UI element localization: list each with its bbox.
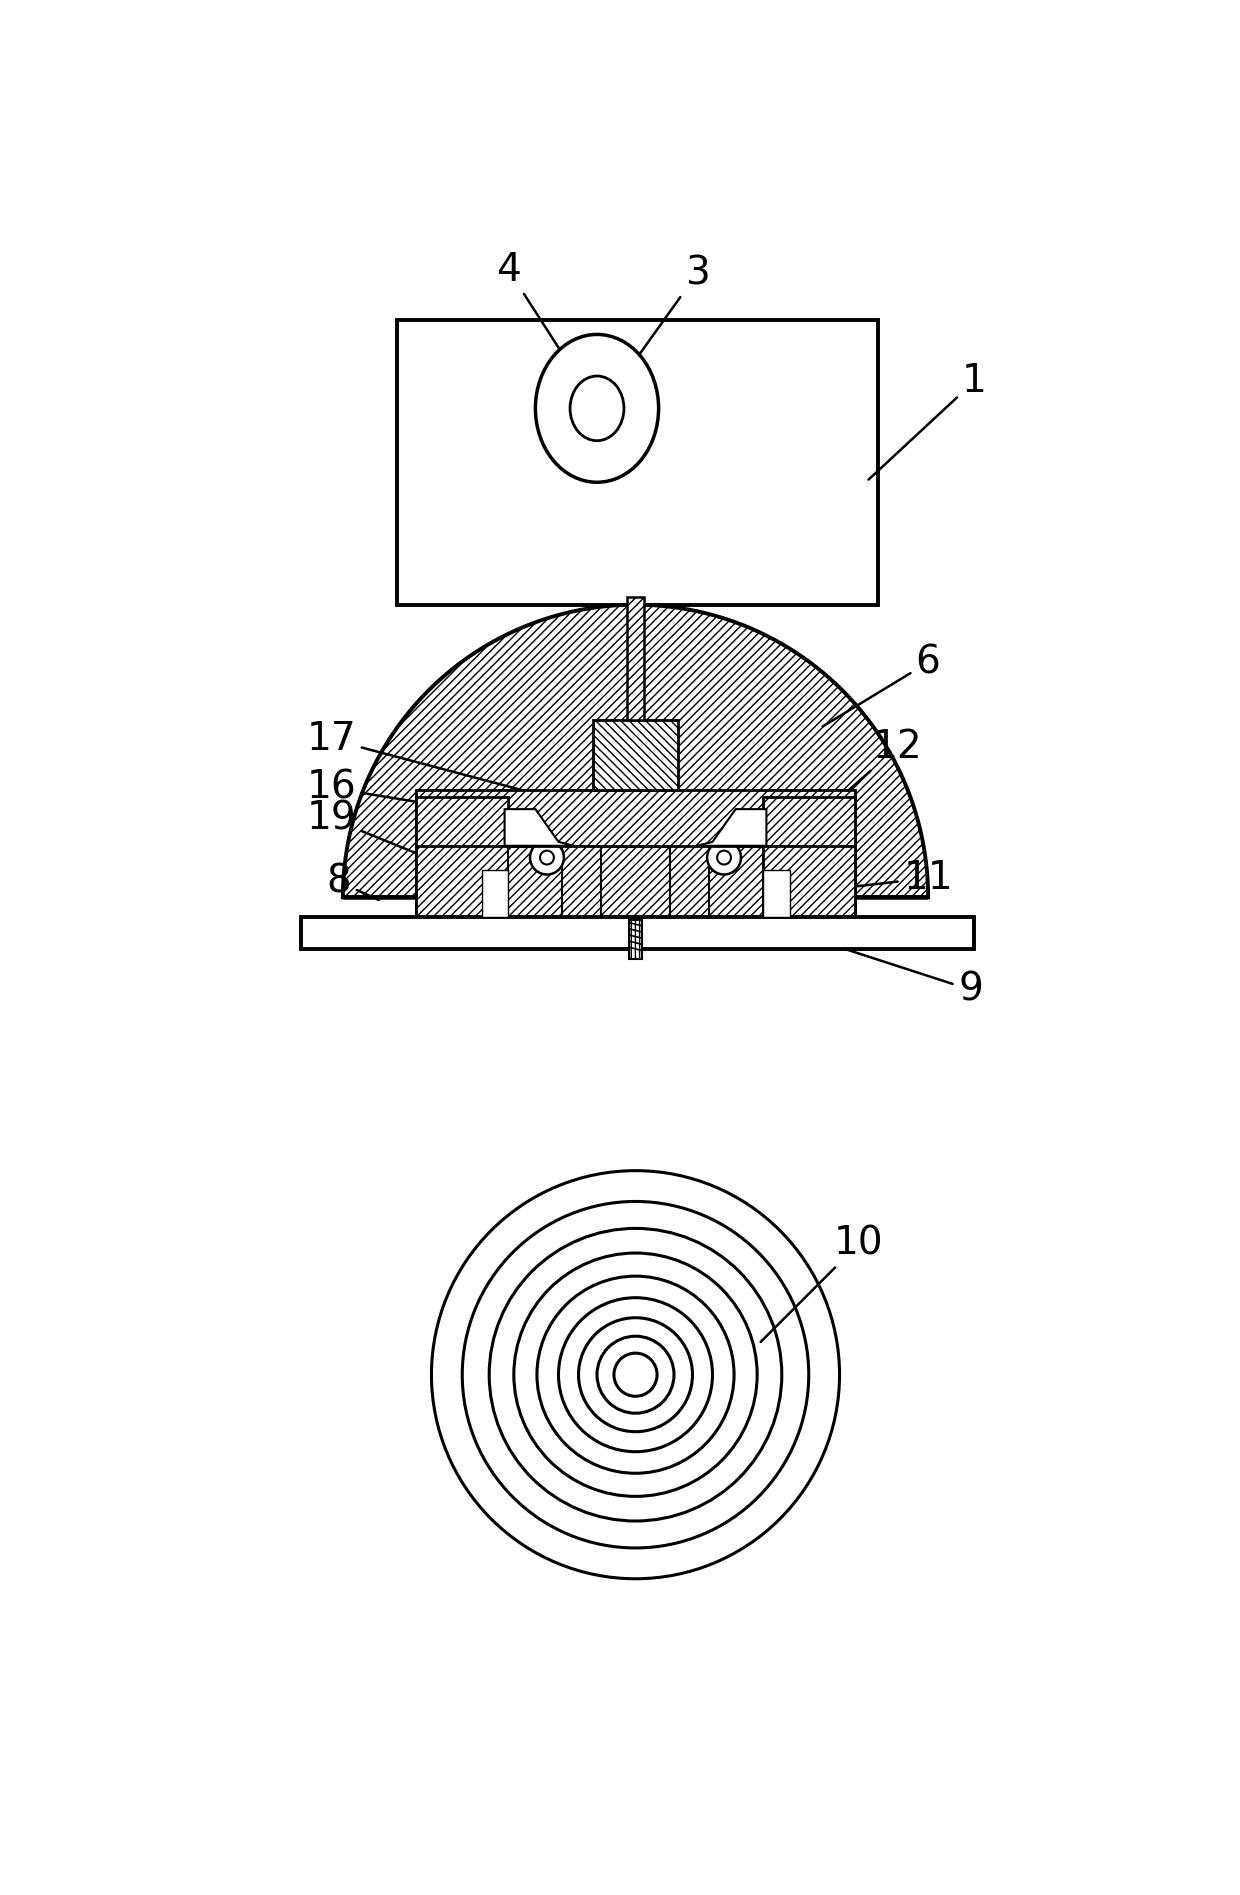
Text: 3: 3 <box>621 254 709 379</box>
Text: 17: 17 <box>306 720 575 803</box>
Bar <box>593 720 678 790</box>
Polygon shape <box>505 809 574 845</box>
Bar <box>627 597 644 720</box>
Circle shape <box>541 851 554 864</box>
Bar <box>417 790 854 921</box>
Circle shape <box>529 841 564 874</box>
Text: 9: 9 <box>831 944 983 1008</box>
Text: 6: 6 <box>822 644 940 726</box>
Text: 10: 10 <box>760 1224 884 1342</box>
Ellipse shape <box>570 375 624 442</box>
Bar <box>397 320 878 605</box>
Bar <box>481 870 508 917</box>
Bar <box>508 847 563 921</box>
Ellipse shape <box>536 334 658 481</box>
Bar <box>708 847 763 921</box>
Circle shape <box>717 851 730 864</box>
Bar <box>601 847 670 921</box>
Bar <box>417 798 508 921</box>
Bar <box>629 921 642 959</box>
Circle shape <box>707 841 742 874</box>
Text: 12: 12 <box>800 728 923 834</box>
Text: 19: 19 <box>306 800 456 870</box>
Bar <box>300 917 975 949</box>
Polygon shape <box>343 605 928 898</box>
Bar <box>763 798 854 921</box>
Text: 8: 8 <box>326 862 379 900</box>
Text: 1: 1 <box>868 362 987 479</box>
Polygon shape <box>697 809 766 845</box>
Bar <box>763 870 790 917</box>
Text: 16: 16 <box>306 769 575 828</box>
Text: 11: 11 <box>831 858 954 896</box>
Text: 4: 4 <box>496 250 577 375</box>
